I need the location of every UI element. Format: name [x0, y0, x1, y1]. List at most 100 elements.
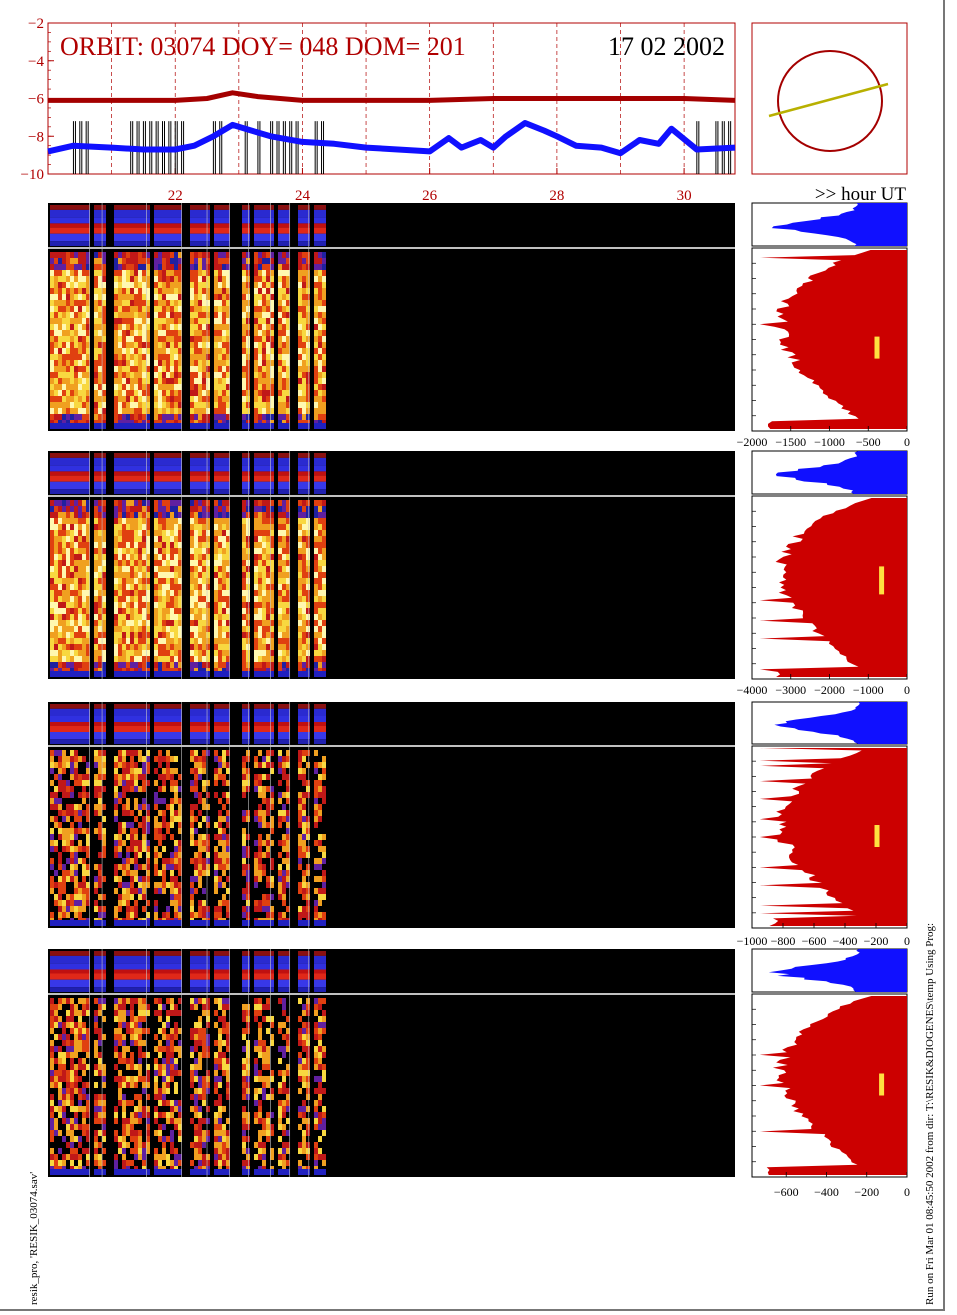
spectrogram-cell [206, 566, 210, 572]
spectrogram-cell [130, 300, 134, 306]
spectrogram-cell [190, 596, 194, 602]
spectrogram-strip-cell [134, 241, 138, 246]
spectrogram-cell [190, 384, 194, 390]
spectrogram-strip-cell [318, 209, 322, 218]
spectrogram-cell [62, 566, 66, 572]
spectrogram-cell [258, 644, 262, 650]
spectrogram-base-cell [130, 423, 134, 429]
spectrogram-cell [70, 864, 74, 870]
spectrogram-strip-cell [126, 241, 130, 246]
spectrogram-strip-cell [50, 475, 54, 482]
spectrogram-cell [170, 596, 174, 602]
spectrogram-cell [130, 318, 134, 324]
spectrogram-cell [298, 390, 302, 396]
spectrogram-strip-cell [134, 722, 138, 726]
spectrogram-cell [138, 846, 142, 852]
spectrogram-cell [254, 566, 258, 572]
spectrogram-cell [138, 518, 142, 524]
spectrogram-cell [218, 626, 222, 632]
spectrogram-cell [142, 906, 146, 912]
spectrogram-cell [254, 402, 258, 408]
spectrogram-strip-cell [190, 722, 194, 726]
spectrogram-strip-cell [118, 241, 122, 246]
spectrogram-cell [302, 644, 306, 650]
spectrogram-cell [54, 650, 58, 656]
spectrogram-cell [114, 608, 118, 614]
spectrogram-cell [82, 300, 86, 306]
spectrogram-cell [302, 396, 306, 402]
spectrogram-cell [74, 650, 78, 656]
spectrogram-cell [286, 536, 290, 542]
spectrogram-cell [50, 270, 54, 276]
spectrogram-strip-cell [282, 489, 286, 494]
spectrogram-cell [314, 560, 318, 566]
spectrogram-strip-cell [50, 716, 54, 722]
spectrogram-cell [94, 414, 98, 420]
spectrogram-cell [138, 596, 142, 602]
spectrogram-cell [314, 318, 318, 324]
spectrogram-cell [70, 318, 74, 324]
spectrogram-cell [302, 524, 306, 530]
spectrogram-cell [206, 324, 210, 330]
spectrogram-cell [178, 318, 182, 324]
spectrogram-cell [166, 258, 170, 264]
spectrogram-strip-cell [302, 217, 306, 224]
spectrogram-strip-cell [126, 722, 130, 726]
spectrogram-strip-cell [86, 722, 90, 726]
spectrogram-cell [142, 798, 146, 804]
spectrogram-strip-cell [146, 716, 150, 722]
spectrogram-cell [70, 834, 74, 840]
spectrogram-strip-cell [258, 205, 262, 210]
spectrogram-cell [322, 252, 326, 258]
spectrogram-strip-cell [98, 233, 102, 242]
spectrogram-cell [126, 306, 130, 312]
spectrogram-cell [154, 804, 158, 810]
spectrogram-cell [102, 566, 106, 572]
spectrogram-cell [62, 306, 66, 312]
spectrogram-cell [178, 360, 182, 366]
spectrogram-cell [130, 554, 134, 560]
spectrogram-strip-cell [198, 489, 202, 494]
spectrogram-cell [242, 252, 246, 258]
spectrogram-cell [70, 662, 74, 668]
spectrogram-strip-cell [62, 708, 66, 716]
spectrogram-cell [174, 572, 178, 578]
spectrogram-cell [266, 560, 270, 566]
spectrogram-cell [118, 900, 122, 906]
spectrogram-cell [322, 512, 326, 518]
spectrogram-cell [202, 596, 206, 602]
spectrogram-cell [142, 638, 146, 644]
spectrogram-cell [62, 506, 66, 512]
spectrogram-cell [298, 518, 302, 524]
spectrogram-cell [78, 912, 82, 918]
spectrogram-cell [270, 524, 274, 530]
spectrogram-cell [178, 366, 182, 372]
spectrogram-cell [298, 572, 302, 578]
spectrogram-cell [258, 288, 262, 294]
spectrogram-cell [134, 662, 138, 668]
spectrogram-strip-cell [162, 209, 166, 218]
spectrogram-strip-cell [278, 481, 282, 490]
spectrogram-cell [254, 554, 258, 560]
spectrogram-strip-cell [202, 475, 206, 482]
spectrogram-cell [298, 524, 302, 530]
spectrogram-cell [198, 276, 202, 282]
spectrogram-cell [218, 414, 222, 420]
spectrogram-cell [74, 912, 78, 918]
spectrogram-cell [222, 638, 226, 644]
spectrogram-cell [314, 402, 318, 408]
spectrogram-strip-cell [130, 205, 134, 210]
spectrogram-cell [74, 312, 78, 318]
spectrogram-strip-cell [242, 223, 246, 228]
spectrogram-cell [166, 506, 170, 512]
spectrogram-cell [170, 336, 174, 342]
spectrogram-cell [278, 288, 282, 294]
spectrogram-cell [118, 330, 122, 336]
spectrogram-cell [286, 554, 290, 560]
spectrogram-strip-cell [270, 233, 274, 242]
spectrogram-cell [70, 750, 74, 756]
spectrogram-cell [242, 354, 246, 360]
spectrogram-cell [246, 288, 250, 294]
spectrogram-strip-cell [94, 722, 98, 726]
spectrogram-cell [98, 312, 102, 318]
